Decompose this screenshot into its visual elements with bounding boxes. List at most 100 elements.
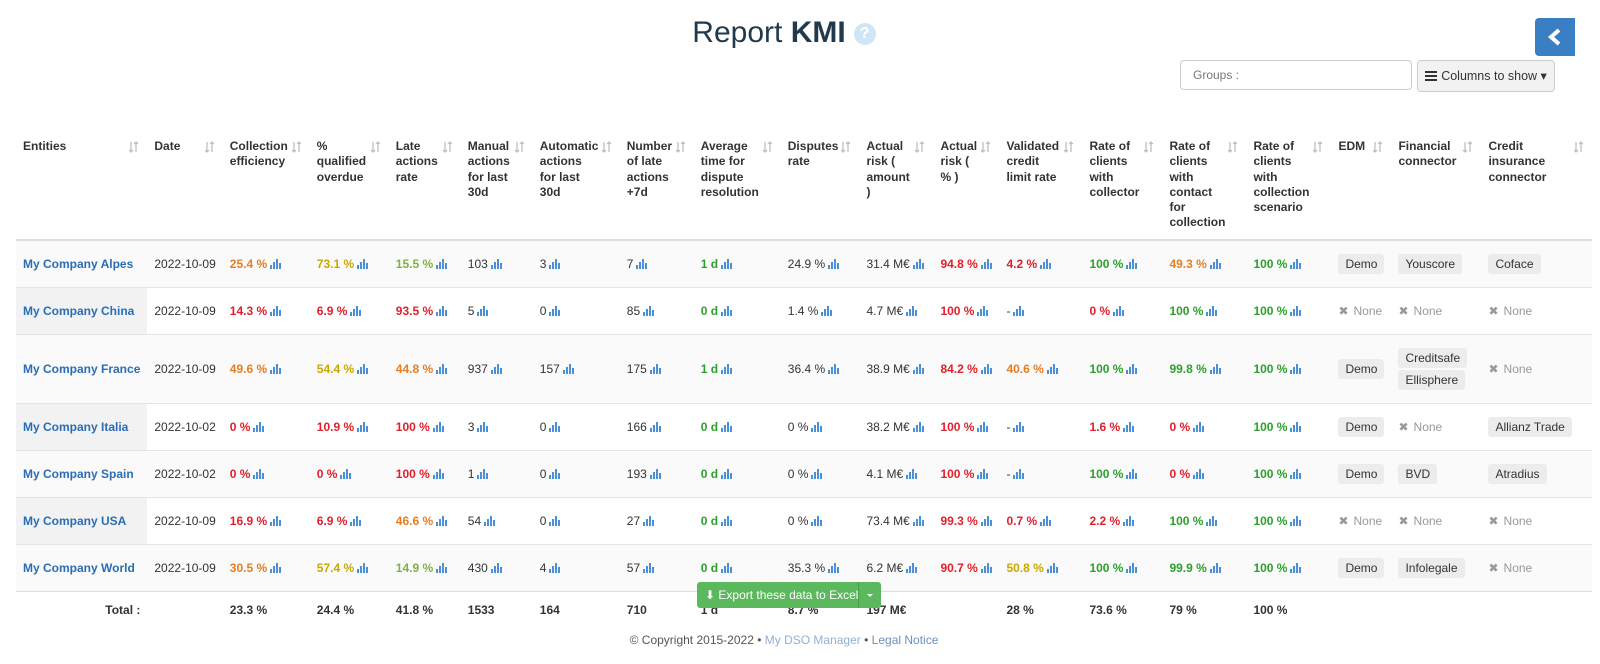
metric-value: 90.7 % (940, 560, 978, 575)
metric-cell: 14.9 % (388, 543, 461, 592)
export-button[interactable]: ⬇ Export these data to Excel (697, 582, 881, 608)
metric-value: 100 % (1089, 256, 1124, 271)
column-header[interactable]: Entities (16, 130, 148, 241)
column-header[interactable]: Actual risk ( % ) (933, 130, 1000, 241)
metric-cell: 7 (619, 239, 694, 288)
column-header[interactable]: Automatic actions for last 30d (532, 130, 620, 241)
metric-cell: 4.1 M€ (859, 449, 934, 498)
metric-value: 6.9 % (316, 303, 348, 318)
metric-cell: 14.3 % (222, 286, 310, 335)
collapse-button[interactable] (1535, 18, 1575, 56)
column-header-label: Rate of clients with collection scenario (1253, 139, 1310, 215)
connector-badge: None (1338, 301, 1383, 321)
help-icon[interactable]: ? (853, 23, 876, 45)
metric-cell: 175 (619, 333, 694, 404)
metric-cell: 100 % (1246, 543, 1332, 592)
metric-cell: 166 (619, 402, 694, 451)
metric-cell: 100 % (1082, 239, 1163, 288)
column-header[interactable]: Disputes rate (780, 130, 860, 241)
metric-cell: 3 (532, 239, 620, 288)
insurance-cell: None (1481, 496, 1593, 545)
edm-cell: Demo (1331, 333, 1392, 404)
entity-link[interactable]: My Company World (16, 543, 148, 592)
metric-value: 100 % (1253, 303, 1288, 318)
metric-value: 0 % (1169, 419, 1191, 434)
metric-value: 937 (467, 361, 488, 376)
total-cell: 1533 (460, 590, 533, 628)
date-cell: 2022-10-09 (147, 496, 223, 545)
metric-value: 3 (539, 256, 547, 271)
metric-cell: 54 (460, 496, 533, 545)
metric-value: 0 d (700, 466, 719, 481)
columns-button[interactable]: Columns to show ▾ (1417, 60, 1555, 92)
footer: © Copyright 2015-2022 • My DSO Manager •… (0, 633, 1568, 647)
entity-link[interactable]: My Company China (16, 286, 148, 335)
column-header[interactable]: Credit insurance connector (1481, 130, 1593, 241)
table-row: My Company France 2022-10-09 49.6 % 54.4 % 4… (16, 333, 1593, 404)
metric-cell: 0 % (309, 449, 389, 498)
column-header[interactable]: Manual actions for last 30d (460, 130, 533, 241)
column-header[interactable]: Late actions rate (388, 130, 461, 241)
metric-value: 100 % (1089, 361, 1124, 376)
entity-link[interactable]: My Company USA (16, 496, 148, 545)
metric-value: 0.7 % (1006, 513, 1038, 528)
metric-value: 93.5 % (395, 303, 434, 318)
metric-value: 100 % (1253, 513, 1288, 528)
metric-cell: 6.9 % (309, 286, 389, 335)
metric-cell: 100 % (1082, 543, 1163, 592)
column-header[interactable]: % qualified overdue (309, 130, 389, 241)
metric-value: 15.5 % (395, 256, 434, 271)
metric-value: 100 % (1253, 419, 1288, 434)
metric-value: 0 % (787, 466, 809, 481)
column-header[interactable]: Number of late actions +7d (619, 130, 694, 241)
column-header[interactable]: Date (147, 130, 223, 241)
metric-value: 430 (467, 560, 488, 575)
total-cell: 24.4 % (309, 590, 389, 628)
metric-value: 57 (626, 560, 641, 575)
legal-link[interactable]: Legal Notice (871, 633, 939, 647)
column-header[interactable]: Rate of clients with contact for collect… (1162, 130, 1247, 241)
metric-cell: 6.2 M€ (859, 543, 934, 592)
metric-cell: 50.8 % (999, 543, 1083, 592)
entity-link[interactable]: My Company Italia (16, 402, 148, 451)
column-header[interactable]: Rate of clients with collector (1082, 130, 1163, 241)
metric-cell: 25.4 % (222, 239, 310, 288)
entity-link[interactable]: My Company France (16, 333, 148, 404)
connector-badge: Demo (1338, 358, 1385, 379)
metric-value: 166 (626, 419, 647, 434)
metric-value: 7 (626, 256, 634, 271)
metric-cell: 0 % (1082, 286, 1163, 335)
metric-cell: 0 % (780, 402, 860, 451)
column-header[interactable]: Financial connector (1391, 130, 1482, 241)
metric-value: 1 d (700, 256, 719, 271)
insurance-cell: Allianz Trade (1481, 402, 1593, 451)
groups-input[interactable]: Groups : (1180, 60, 1412, 90)
column-header-label: Entities (23, 139, 67, 153)
entity-link[interactable]: My Company Alpes (16, 239, 148, 288)
connector-badge: Demo (1338, 253, 1385, 274)
column-header[interactable]: Average time for dispute resolution (693, 130, 781, 241)
column-header-label: Credit insurance connector (1488, 139, 1547, 184)
metric-value: 0 % (787, 419, 809, 434)
metric-value: 100 % (395, 466, 430, 481)
metric-cell: 30.5 % (222, 543, 310, 592)
metric-value: 49.6 % (229, 361, 268, 376)
column-header[interactable]: Actual risk ( amount ) (859, 130, 934, 241)
metric-cell: 157 (532, 333, 620, 404)
metric-value: 0 % (316, 466, 338, 481)
column-header[interactable]: EDM (1331, 130, 1392, 241)
total-cell (933, 590, 1000, 628)
column-header[interactable]: Validated credit limit rate (999, 130, 1083, 241)
connector-badge: None (1398, 417, 1443, 437)
insurance-cell: Coface (1481, 239, 1593, 288)
column-header[interactable]: Rate of clients with collection scenario (1246, 130, 1332, 241)
metric-value: 100 % (940, 303, 975, 318)
metric-value: 4 (539, 560, 547, 575)
column-header-label: Date (154, 139, 181, 153)
metric-cell: 0 % (222, 449, 310, 498)
table-row: My Company USA 2022-10-09 16.9 % 6.9 % 46.6 … (16, 496, 1593, 545)
brand-link[interactable]: My DSO Manager (764, 633, 861, 647)
entity-link[interactable]: My Company Spain (16, 449, 148, 498)
column-header[interactable]: Collection efficiency (222, 130, 310, 241)
connector-badge: None (1488, 511, 1533, 531)
